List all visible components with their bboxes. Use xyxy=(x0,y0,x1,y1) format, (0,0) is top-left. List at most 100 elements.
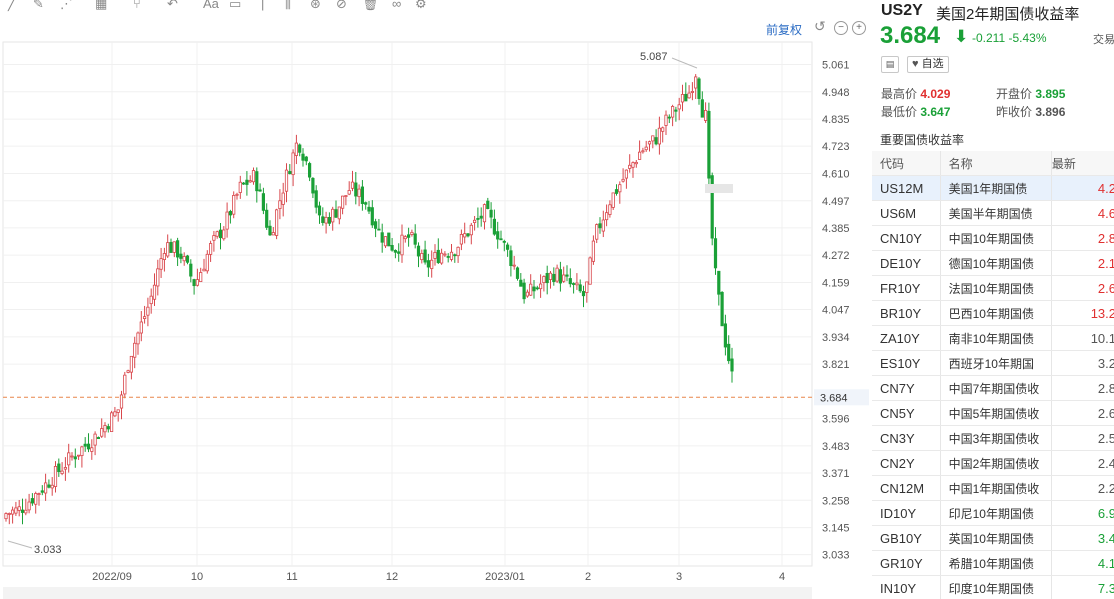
candle-body xyxy=(274,209,279,236)
table-row[interactable]: ZA10Y 南非10年期国债 10.1 xyxy=(872,325,1114,351)
candle-body xyxy=(14,507,18,514)
reset-icon[interactable]: ↺ xyxy=(814,18,826,34)
bond-name: 美国1年期国债 xyxy=(940,175,1052,201)
candle-body xyxy=(80,446,84,456)
line-tool-icon[interactable]: ╱ xyxy=(8,0,16,11)
candle-body xyxy=(410,231,414,235)
code-header[interactable]: 代码 xyxy=(872,151,941,176)
candle-body xyxy=(347,190,351,195)
candlestick-chart[interactable]: 5.061 4.948 4.835 4.723 4.610 4.497 4.385 4.272… xyxy=(0,0,870,599)
zoom-out-icon[interactable]: − xyxy=(834,21,848,35)
candle-body xyxy=(664,114,668,126)
candle-body xyxy=(337,206,341,220)
trash-icon[interactable]: 🗑 xyxy=(362,0,379,11)
candle-body xyxy=(677,104,681,110)
candle-body xyxy=(476,218,480,220)
candle-body xyxy=(512,264,516,267)
pattern-icon[interactable]: ⋰ xyxy=(60,0,73,11)
trade-link[interactable]: 交易 xyxy=(1093,34,1114,46)
candle-body xyxy=(304,156,308,162)
forbid-icon[interactable]: ⊘ xyxy=(336,0,347,11)
candle-body xyxy=(208,243,213,255)
bond-value: 2.1 xyxy=(1051,250,1114,276)
price-chart[interactable]: 5.061 4.948 4.835 4.723 4.610 4.497 4.385 4.272… xyxy=(0,0,870,599)
candle-body xyxy=(680,94,685,103)
bond-value: 2.6 xyxy=(1051,400,1114,426)
candle-body xyxy=(205,253,209,272)
parallel-icon[interactable]: ⫼ xyxy=(285,0,291,11)
gann-icon[interactable]: ⊛ xyxy=(310,0,321,11)
candle-body xyxy=(532,286,536,292)
bond-code: IN10Y xyxy=(872,575,941,599)
candle-body xyxy=(222,229,226,240)
candle-body xyxy=(674,109,678,112)
text-tool-icon[interactable]: Aa xyxy=(203,0,219,11)
candle-body xyxy=(644,146,648,151)
candle-body xyxy=(555,267,559,282)
prev-close-value: 3.896 xyxy=(1035,105,1066,119)
comment-icon[interactable]: ▭ xyxy=(229,0,242,11)
table-row[interactable]: BR10Y 巴西10年期国债 13.2 xyxy=(872,300,1114,326)
settings-icon[interactable]: ⚙ xyxy=(415,0,427,11)
candle-body xyxy=(265,209,269,228)
candle-body xyxy=(479,215,483,219)
candle-body xyxy=(707,110,711,179)
candle-body xyxy=(595,224,599,240)
brush-icon[interactable]: ✎ xyxy=(33,0,44,11)
watchlist-button[interactable]: ♥ 自选 xyxy=(907,56,949,73)
latest-header[interactable]: 最新 xyxy=(1051,151,1114,176)
candle-body xyxy=(671,106,675,118)
change-value: -0.211 xyxy=(972,31,1006,45)
candle-body xyxy=(20,509,25,513)
arrow-tool-icon[interactable]: ↶ xyxy=(167,0,178,11)
fork-icon[interactable]: ⑂ xyxy=(133,0,141,11)
candle-body xyxy=(344,195,348,197)
candle-body xyxy=(578,284,582,292)
low-stat: 最低价 3.647 xyxy=(881,103,950,120)
candle-body xyxy=(133,342,137,358)
bond-name: 德国10年期国债 xyxy=(940,250,1052,276)
candle-body xyxy=(245,179,249,185)
candle-body xyxy=(406,234,411,238)
note-button[interactable]: ▤ xyxy=(881,56,899,73)
bond-code: CN10Y xyxy=(872,225,941,251)
candle-body xyxy=(697,78,701,99)
y-tick-label: 4.723 xyxy=(822,141,850,153)
restore-adjust-link[interactable]: 前复权 xyxy=(766,23,803,37)
prev-close-stat: 昨收价 3.896 xyxy=(996,103,1065,120)
open-value: 3.895 xyxy=(1035,87,1066,101)
candle-body xyxy=(621,178,625,182)
slash-icon[interactable]: | xyxy=(261,0,265,11)
candle-body xyxy=(360,186,365,204)
link-icon[interactable]: ∞ xyxy=(392,0,402,11)
candle-body xyxy=(367,206,371,212)
zoom-in-icon[interactable]: + xyxy=(852,21,866,35)
name-header[interactable]: 名称 xyxy=(940,151,1052,176)
bond-name: 南非10年期国债 xyxy=(940,325,1052,351)
y-tick-label: 5.061 xyxy=(822,59,850,71)
candle-body xyxy=(430,259,434,269)
candle-body xyxy=(463,233,467,238)
candle-body xyxy=(4,513,8,520)
candle-body xyxy=(268,225,272,236)
measure-icon[interactable]: ▦ xyxy=(95,0,108,11)
y-tick-label: 4.047 xyxy=(822,305,850,317)
bond-value: 10.1 xyxy=(1051,325,1114,351)
candle-body xyxy=(129,355,133,373)
candle-body xyxy=(288,171,292,175)
